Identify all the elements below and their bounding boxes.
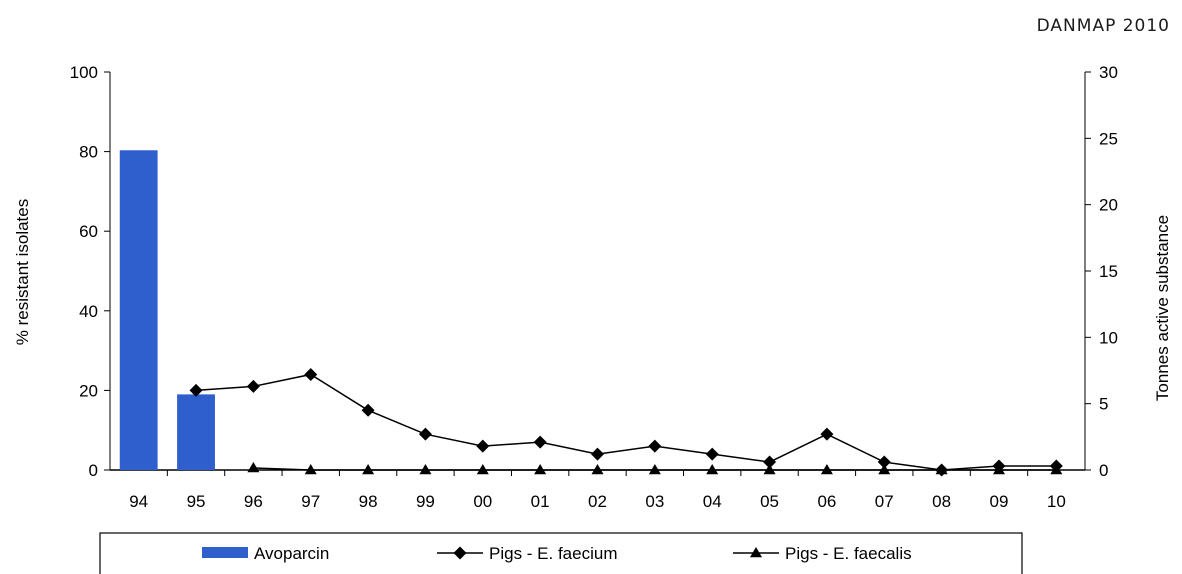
e-faecium-point <box>763 455 777 469</box>
x-tick-label: 00 <box>473 492 492 511</box>
e-faecium-point <box>533 435 547 449</box>
x-tick-label: 97 <box>301 492 320 511</box>
left-axis-label: % resistant isolates <box>13 199 32 345</box>
avoparcin-bar <box>177 394 215 470</box>
x-tick-label: 95 <box>187 492 206 511</box>
e-faecium-point <box>877 455 891 469</box>
e-faecium-point <box>361 403 375 417</box>
right-tick-label: 5 <box>1099 395 1108 414</box>
e-faecalis-point <box>476 464 489 475</box>
left-tick-label: 100 <box>70 63 98 82</box>
e-faecalis-point <box>247 462 260 473</box>
x-tick-label: 99 <box>416 492 435 511</box>
line-series <box>189 367 1063 477</box>
e-faecium-point <box>648 439 662 453</box>
right-tick-label: 0 <box>1099 461 1108 480</box>
x-tick-label: 94 <box>129 492 148 511</box>
e-faecalis-point <box>706 464 719 475</box>
x-tick-label: 09 <box>990 492 1009 511</box>
e-faecium-point <box>705 447 719 461</box>
e-faecalis-point <box>591 464 604 475</box>
e-faecalis-point <box>878 464 891 475</box>
e-faecium-point <box>304 367 318 381</box>
left-tick-label: 0 <box>89 461 98 480</box>
right-axis-ticks: 0 5 10 15 20 25 30 <box>1085 63 1118 480</box>
bar-series <box>119 150 215 471</box>
e-faecalis-point <box>419 464 432 475</box>
x-axis-ticks: 94 95 96 97 98 99 00 01 02 03 04 05 06 07 08 09 10 <box>129 470 1066 511</box>
left-tick-label: 40 <box>79 302 98 321</box>
legend: Avoparcin Pigs - E. faecium Pigs - E. faec… <box>99 532 1023 574</box>
avoparcin-bar <box>119 150 158 471</box>
e-faecium-point <box>820 427 834 441</box>
x-tick-label: 03 <box>645 492 664 511</box>
e-faecalis-point <box>362 464 375 475</box>
x-tick-label: 96 <box>244 492 263 511</box>
x-tick-label: 08 <box>932 492 951 511</box>
left-tick-label: 60 <box>79 222 98 241</box>
x-tick-label: 98 <box>359 492 378 511</box>
legend-box <box>99 532 1023 574</box>
right-axis-label: Tonnes active substance <box>1153 215 1172 401</box>
e-faecium-line <box>195 373 1057 471</box>
x-tick-label: 01 <box>531 492 550 511</box>
e-faecium-point <box>453 546 467 560</box>
left-tick-label: 80 <box>79 143 98 162</box>
right-tick-label: 20 <box>1099 196 1118 215</box>
e-faecium-point <box>476 439 490 453</box>
e-faecalis-point <box>992 464 1005 475</box>
e-faecium-point <box>418 427 432 441</box>
legend-items: Avoparcin Pigs - E. faecium Pigs - E. faec… <box>202 544 912 563</box>
e-faecium-point <box>189 383 203 397</box>
e-faecalis-point <box>1050 464 1063 475</box>
x-tick-label: 05 <box>760 492 779 511</box>
e-faecalis-point <box>648 464 661 475</box>
e-faecalis-point <box>534 464 547 475</box>
e-faecium-point <box>591 447 604 461</box>
right-tick-label: 25 <box>1099 129 1118 148</box>
x-tick-label: 10 <box>1047 492 1066 511</box>
x-tick-label: 02 <box>588 492 607 511</box>
right-tick-label: 30 <box>1099 63 1118 82</box>
source-label: DANMAP 2010 <box>1036 16 1170 36</box>
x-tick-label: 04 <box>703 492 722 511</box>
x-tick-label: 07 <box>875 492 894 511</box>
e-faecium-point <box>246 379 260 393</box>
e-faecalis-point <box>935 464 948 475</box>
e-faecalis-point <box>763 464 776 475</box>
e-faecalis-point <box>750 547 762 558</box>
legend-avoparcin-swatch <box>202 547 248 558</box>
legend-avoparcin-label: Avoparcin <box>254 544 329 563</box>
left-tick-label: 20 <box>79 381 98 400</box>
left-axis-ticks: 0 20 40 60 80 100 <box>70 63 110 480</box>
legend-e-faecium-label: Pigs - E. faecium <box>489 544 618 563</box>
right-tick-label: 10 <box>1099 328 1118 347</box>
e-faecalis-point <box>820 464 833 475</box>
x-tick-label: 06 <box>817 492 836 511</box>
right-tick-label: 15 <box>1099 262 1118 281</box>
legend-e-faecalis-label: Pigs - E. faecalis <box>785 544 912 563</box>
e-faecalis-point <box>304 464 317 475</box>
